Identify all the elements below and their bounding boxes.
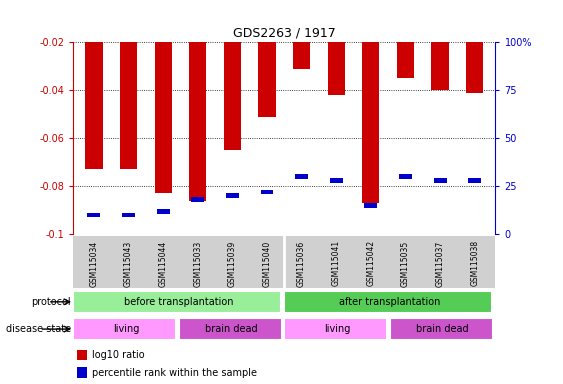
Text: GSM115039: GSM115039	[228, 240, 237, 286]
Text: GSM115043: GSM115043	[124, 240, 133, 286]
Bar	[120, 42, 137, 169]
Text: GSM115044: GSM115044	[159, 240, 168, 286]
Text: before transplantation: before transplantation	[124, 297, 234, 307]
Text: GSM115036: GSM115036	[297, 240, 306, 286]
Bar	[157, 209, 169, 214]
Text: GSM115041: GSM115041	[332, 240, 341, 286]
Bar	[364, 203, 377, 208]
Text: GSM115035: GSM115035	[401, 240, 410, 286]
Bar	[258, 42, 276, 117]
Text: brain dead: brain dead	[417, 324, 469, 334]
Bar	[468, 178, 481, 183]
Bar	[362, 42, 379, 203]
Bar	[87, 213, 100, 217]
Bar	[86, 42, 102, 169]
Bar	[295, 174, 308, 179]
Text: GSM115033: GSM115033	[193, 240, 202, 286]
Text: after transplantation: after transplantation	[339, 297, 441, 307]
Bar	[466, 42, 483, 93]
Text: GSM115038: GSM115038	[470, 240, 479, 286]
Bar	[154, 42, 172, 194]
Bar	[73, 291, 281, 313]
Bar	[284, 291, 492, 313]
Text: GSM115042: GSM115042	[367, 240, 376, 286]
Bar	[390, 318, 493, 340]
Bar	[397, 42, 414, 78]
Text: GSM115037: GSM115037	[436, 240, 445, 286]
Bar	[399, 174, 412, 179]
Bar	[293, 42, 310, 69]
Bar	[261, 190, 274, 194]
Bar	[328, 42, 345, 95]
Bar	[73, 318, 176, 340]
Title: GDS2263 / 1917: GDS2263 / 1917	[233, 26, 336, 40]
Text: percentile rank within the sample: percentile rank within the sample	[92, 367, 257, 377]
Bar	[77, 367, 87, 378]
Bar	[191, 197, 204, 202]
Text: GSM115040: GSM115040	[262, 240, 271, 286]
Bar	[434, 178, 446, 183]
Bar	[224, 42, 241, 150]
Bar	[284, 318, 387, 340]
Text: brain dead: brain dead	[205, 324, 258, 334]
Text: protocol: protocol	[32, 297, 71, 307]
Text: living: living	[113, 324, 139, 334]
Text: living: living	[324, 324, 350, 334]
Bar	[189, 42, 207, 200]
Text: log10 ratio: log10 ratio	[92, 350, 145, 360]
Bar	[77, 350, 87, 361]
Text: GSM115034: GSM115034	[90, 240, 99, 286]
Bar	[179, 318, 282, 340]
Bar	[226, 194, 239, 198]
Bar	[431, 42, 449, 90]
Bar	[122, 213, 135, 217]
Text: disease state: disease state	[6, 324, 71, 334]
Bar	[330, 178, 343, 183]
